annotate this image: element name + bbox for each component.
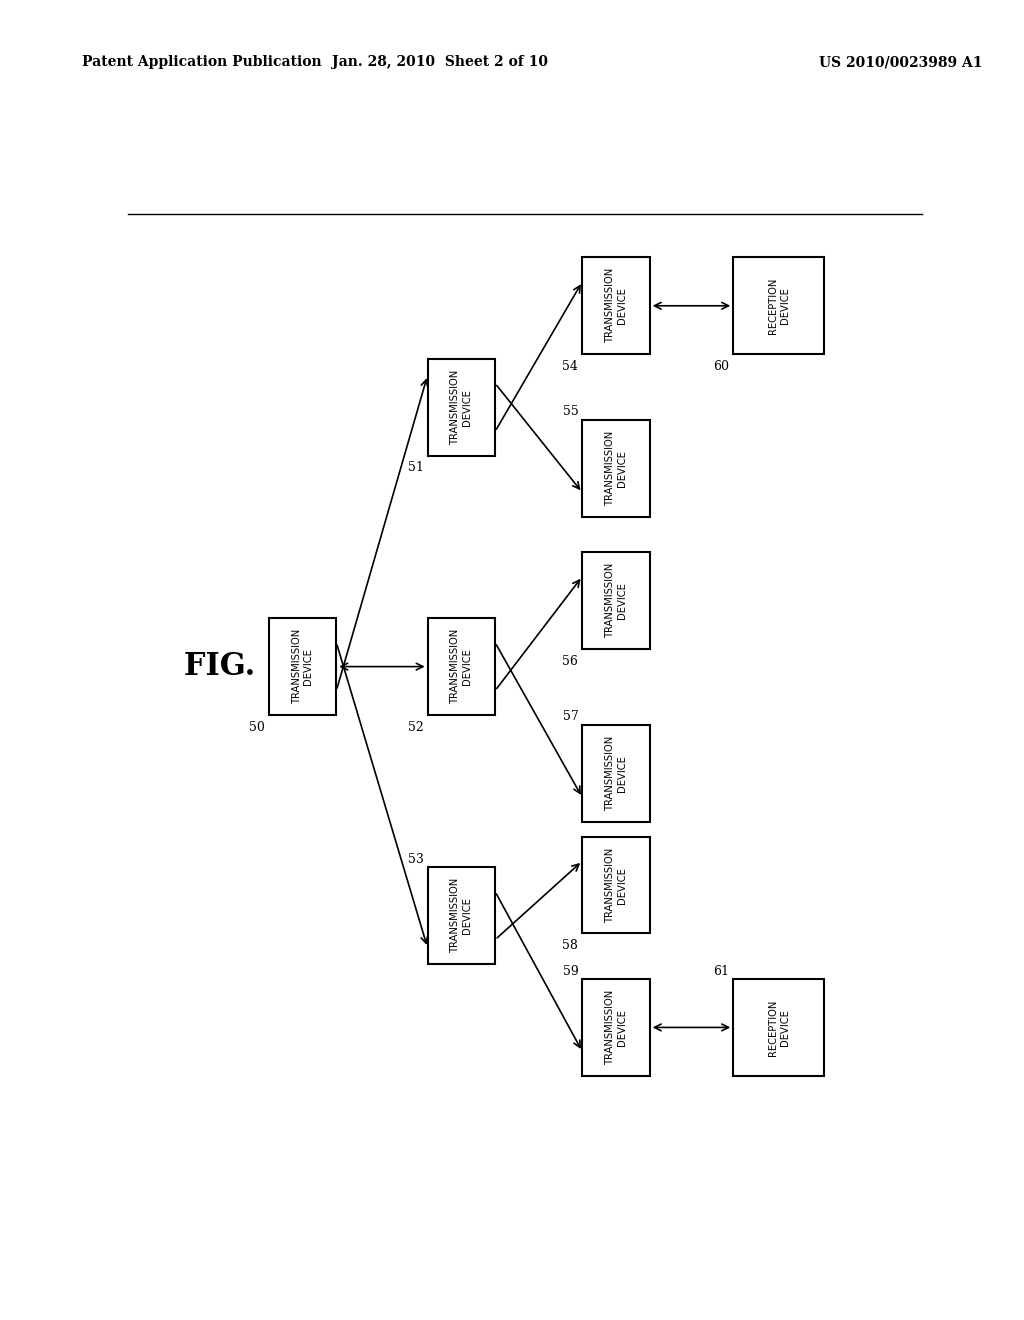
Text: 56: 56 [562, 655, 579, 668]
Text: FIG. 3: FIG. 3 [183, 651, 287, 682]
Text: TRANSMISSION
DEVICE: TRANSMISSION DEVICE [605, 990, 627, 1065]
FancyBboxPatch shape [733, 979, 824, 1076]
FancyBboxPatch shape [583, 725, 650, 821]
Text: 54: 54 [562, 360, 579, 372]
Text: TRANSMISSION
DEVICE: TRANSMISSION DEVICE [605, 735, 627, 810]
FancyBboxPatch shape [583, 420, 650, 516]
Text: TRANSMISSION
DEVICE: TRANSMISSION DEVICE [605, 268, 627, 343]
Text: 60: 60 [713, 360, 729, 372]
Text: RECEPTION
DEVICE: RECEPTION DEVICE [768, 277, 790, 334]
Text: 55: 55 [562, 405, 579, 418]
Text: 52: 52 [408, 721, 424, 734]
FancyBboxPatch shape [733, 257, 824, 354]
FancyBboxPatch shape [583, 837, 650, 933]
Text: TRANSMISSION
DEVICE: TRANSMISSION DEVICE [292, 628, 313, 705]
Text: 51: 51 [408, 462, 424, 474]
Text: 57: 57 [562, 710, 579, 723]
FancyBboxPatch shape [269, 618, 336, 715]
Text: TRANSMISSION
DEVICE: TRANSMISSION DEVICE [605, 562, 627, 638]
Text: TRANSMISSION
DEVICE: TRANSMISSION DEVICE [451, 628, 472, 705]
Text: TRANSMISSION
DEVICE: TRANSMISSION DEVICE [605, 847, 627, 923]
Text: 61: 61 [713, 965, 729, 978]
Text: TRANSMISSION
DEVICE: TRANSMISSION DEVICE [451, 878, 472, 953]
Text: 50: 50 [249, 721, 265, 734]
Text: 53: 53 [408, 853, 424, 866]
FancyBboxPatch shape [428, 359, 495, 455]
Text: TRANSMISSION
DEVICE: TRANSMISSION DEVICE [605, 430, 627, 506]
FancyBboxPatch shape [583, 979, 650, 1076]
Text: Jan. 28, 2010  Sheet 2 of 10: Jan. 28, 2010 Sheet 2 of 10 [333, 55, 548, 70]
Text: 58: 58 [562, 939, 579, 952]
Text: RECEPTION
DEVICE: RECEPTION DEVICE [768, 999, 790, 1056]
FancyBboxPatch shape [583, 552, 650, 649]
FancyBboxPatch shape [428, 867, 495, 964]
FancyBboxPatch shape [428, 618, 495, 715]
Text: US 2010/0023989 A1: US 2010/0023989 A1 [819, 55, 983, 70]
Text: 59: 59 [562, 965, 579, 978]
FancyBboxPatch shape [583, 257, 650, 354]
Text: Patent Application Publication: Patent Application Publication [82, 55, 322, 70]
Text: TRANSMISSION
DEVICE: TRANSMISSION DEVICE [451, 370, 472, 445]
